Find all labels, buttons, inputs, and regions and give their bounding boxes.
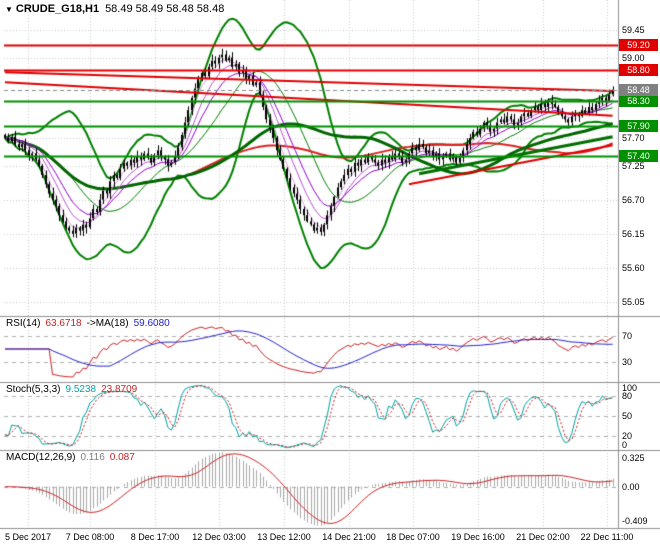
- time-axis-label: 22 Dec 11:00: [580, 532, 634, 542]
- stoch-tick-label: 20: [622, 431, 633, 442]
- macd-tick-label: -0.409: [622, 516, 648, 526]
- stoch-value: 9.5238: [65, 384, 97, 395]
- stoch-name: Stoch(5,3,3): [6, 384, 61, 395]
- macd-indicator-label: MACD(12,26,9) 0.116 0.087: [6, 452, 140, 463]
- stoch-signal-value: 23.8709: [101, 384, 138, 395]
- price-level-badge: 58.30: [619, 94, 658, 107]
- price-tick-label: 57.25: [622, 160, 645, 171]
- price-level-badge: 57.90: [619, 119, 658, 132]
- chart-title-overlay: ▼ CRUDE_G18,H1 58.49 58.49 58.48 58.48: [5, 3, 224, 15]
- time-axis-label: 7 Dec 08:00: [65, 532, 115, 542]
- time-axis[interactable]: 5 Dec 2017 7 Dec 08:00 8 Dec 17:00 12 Dec 0…: [0, 528, 660, 560]
- time-axis-label: 14 Dec 21:00: [322, 532, 376, 542]
- stoch-indicator-label: Stoch(5,3,3) 9.5238 23.8709: [6, 384, 142, 395]
- price-tick-label: 59.00: [622, 52, 645, 63]
- price-tick-label: 57.70: [622, 132, 645, 143]
- macd-signal-value: 0.087: [109, 452, 135, 463]
- price-tick-label: 59.45: [622, 24, 645, 35]
- price-tick-label: 56.15: [622, 228, 645, 239]
- rsi-name: RSI(14): [6, 318, 41, 329]
- time-axis-label: 8 Dec 17:00: [130, 532, 180, 542]
- rsi-indicator-label: RSI(14) 63.6718 ->MA(18) 59.6080: [6, 318, 175, 329]
- price-axis[interactable]: 59.45 59.00 57.70 57.25 56.70 56.15 55.60 55.05…: [618, 0, 660, 528]
- time-axis-label: 18 Dec 07:00: [386, 532, 440, 542]
- price-level-badge: 57.40: [619, 150, 658, 163]
- stoch-tick-label: 50: [622, 411, 633, 421]
- rsi-ma-value: 59.6080: [133, 318, 170, 329]
- rsi-tick-label: 70: [622, 330, 633, 341]
- price-tick-label: 56.70: [622, 194, 645, 205]
- stoch-tick-label: 100: [622, 383, 638, 393]
- time-axis-label: 13 Dec 12:00: [257, 532, 311, 542]
- quote-ohlc: 58.49 58.49 58.48 58.48: [105, 3, 225, 15]
- symbol-name: CRUDE_G18,H1: [15, 3, 100, 15]
- macd-tick-label: 0.00: [622, 481, 640, 492]
- symbol-dropdown-icon[interactable]: ▼: [5, 5, 13, 14]
- time-axis-label: 19 Dec 16:00: [451, 532, 505, 542]
- rsi-value: 63.6718: [45, 318, 82, 329]
- macd-name: MACD(12,26,9): [6, 452, 76, 463]
- price-level-badge: 59.20: [619, 39, 658, 52]
- rsi-tick-label: 30: [622, 357, 633, 368]
- macd-value: 0.116: [80, 452, 105, 463]
- price-tick-label: 55.05: [622, 296, 645, 307]
- time-axis-label: 12 Dec 03:00: [192, 532, 246, 542]
- macd-tick-label: 0.325: [622, 453, 645, 463]
- price-level-badge: 58.80: [619, 63, 658, 76]
- time-axis-label: 21 Dec 02:00: [516, 532, 570, 542]
- rsi-ma-name: ->MA(18): [86, 318, 129, 329]
- time-axis-label: 5 Dec 2017: [4, 532, 52, 542]
- price-tick-label: 55.60: [622, 262, 645, 273]
- stoch-tick-label: 80: [622, 390, 633, 401]
- stoch-tick-label: 0: [622, 440, 628, 450]
- current-price-badge: 58.48: [619, 83, 658, 96]
